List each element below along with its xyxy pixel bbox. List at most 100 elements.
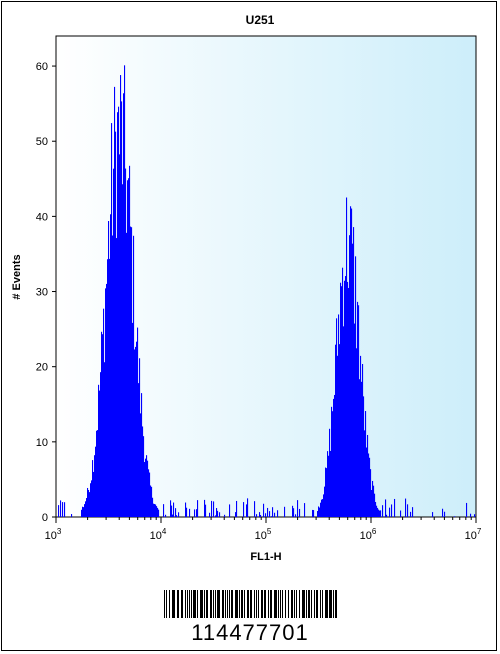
histogram-bar bbox=[337, 355, 339, 517]
histogram-bar bbox=[320, 502, 322, 517]
histogram-bar bbox=[345, 276, 347, 517]
barcode-bar bbox=[200, 590, 203, 618]
histogram-bar bbox=[319, 507, 321, 517]
histogram-bar bbox=[432, 512, 434, 517]
histogram-bar bbox=[138, 383, 140, 517]
histogram-bar bbox=[117, 112, 119, 517]
histogram-bar bbox=[444, 511, 446, 517]
histogram-bar bbox=[209, 512, 211, 517]
histogram-bar bbox=[99, 390, 101, 517]
histogram-bar bbox=[217, 510, 219, 517]
histogram-bar bbox=[157, 507, 159, 517]
barcode-bar bbox=[306, 590, 307, 618]
histogram-bar bbox=[92, 460, 94, 517]
histogram-bar bbox=[112, 235, 114, 518]
histogram-bar bbox=[272, 507, 274, 517]
x-tick-label: 104 bbox=[150, 527, 167, 542]
barcode-bar bbox=[166, 590, 167, 618]
histogram-bar bbox=[104, 362, 106, 517]
histogram-bar bbox=[348, 287, 350, 517]
histogram-bar bbox=[369, 457, 371, 517]
histogram-bar bbox=[141, 393, 143, 517]
histogram-bar bbox=[342, 267, 344, 517]
histogram-bar bbox=[97, 430, 99, 517]
barcode-bar bbox=[258, 590, 259, 618]
histogram-bar bbox=[357, 301, 359, 517]
histogram-bar bbox=[341, 286, 343, 517]
histogram-bar bbox=[358, 305, 360, 517]
histogram-bar bbox=[347, 281, 349, 517]
histogram-bar bbox=[352, 243, 354, 517]
barcode-bar bbox=[282, 590, 283, 618]
histogram-bar bbox=[109, 258, 111, 517]
histogram-bar bbox=[351, 208, 353, 517]
y-axis-label: # Events bbox=[11, 254, 23, 299]
histogram-bar bbox=[144, 462, 146, 517]
histogram-bar bbox=[147, 460, 149, 517]
histogram-bar bbox=[370, 469, 372, 517]
y-tick-label: 0 bbox=[42, 512, 48, 524]
barcode-bar bbox=[172, 590, 175, 618]
histogram-bar bbox=[139, 358, 141, 517]
histogram-bar bbox=[123, 93, 125, 517]
histogram-bar bbox=[95, 446, 97, 517]
histogram-bar bbox=[364, 430, 366, 517]
barcode-bar bbox=[254, 590, 255, 618]
histogram-bar bbox=[113, 168, 115, 517]
histogram-bar bbox=[340, 282, 342, 517]
barcode-bar bbox=[314, 590, 315, 618]
barcode-bar bbox=[169, 590, 170, 618]
y-tick-label: 60 bbox=[36, 61, 48, 73]
histogram-bar bbox=[323, 494, 325, 517]
histogram-bar bbox=[371, 489, 373, 517]
histogram-bar bbox=[86, 498, 88, 517]
histogram-bar bbox=[115, 131, 117, 517]
histogram-bar bbox=[204, 499, 206, 517]
histogram-bar bbox=[284, 506, 286, 517]
histogram-bar bbox=[215, 515, 217, 517]
y-axis-ticks: 0 10 20 30 40 50 60 bbox=[36, 61, 56, 524]
histogram-bar bbox=[185, 502, 187, 517]
histogram-bar bbox=[103, 308, 105, 517]
histogram-bar bbox=[325, 467, 327, 517]
histogram-bar bbox=[385, 499, 387, 517]
histogram-bar bbox=[442, 508, 444, 517]
histogram-bar bbox=[119, 154, 121, 517]
histogram-bar bbox=[224, 514, 226, 517]
histogram-bar bbox=[361, 381, 363, 517]
barcode-bar bbox=[288, 590, 289, 618]
histogram-bar bbox=[246, 504, 248, 517]
histogram-bar bbox=[374, 493, 376, 517]
y-tick-label: 30 bbox=[36, 287, 48, 299]
histogram-bar bbox=[196, 509, 198, 517]
histogram-bar bbox=[98, 384, 100, 517]
barcode-bar bbox=[181, 590, 183, 618]
histogram-bar bbox=[265, 513, 267, 517]
histogram-bar bbox=[125, 168, 127, 517]
histogram-bar bbox=[313, 510, 315, 517]
histogram-bar bbox=[328, 455, 330, 517]
histogram-bar bbox=[350, 206, 352, 517]
histogram-bar bbox=[175, 508, 177, 517]
histogram-bar bbox=[121, 101, 123, 517]
histogram-bar bbox=[88, 490, 90, 517]
x-tick-label: 103 bbox=[45, 527, 62, 542]
histogram-bar bbox=[124, 65, 126, 517]
histogram-bar bbox=[331, 406, 333, 517]
histogram-bar bbox=[256, 514, 258, 517]
histogram-bar bbox=[378, 509, 380, 517]
histogram-bar bbox=[130, 226, 132, 517]
histogram-bar bbox=[254, 501, 256, 517]
barcode-bar bbox=[302, 590, 305, 618]
histogram-bar bbox=[132, 322, 134, 517]
histogram-bar bbox=[412, 507, 414, 517]
histogram-bar bbox=[173, 502, 175, 517]
histogram-bar bbox=[324, 486, 326, 517]
barcode-bar bbox=[217, 590, 220, 618]
histogram-bar bbox=[346, 197, 348, 518]
histogram-bar bbox=[142, 426, 144, 517]
histogram-bar bbox=[96, 430, 98, 517]
histogram-bar bbox=[359, 379, 361, 517]
